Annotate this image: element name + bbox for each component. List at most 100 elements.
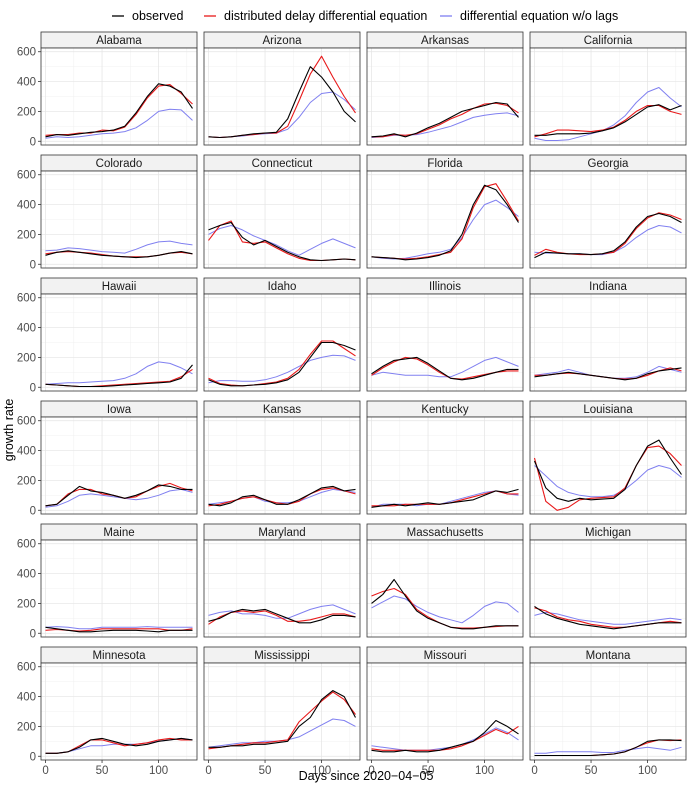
panel-massachusetts: Massachusetts — [366, 523, 524, 638]
y-axis-label: growth rate — [2, 399, 16, 462]
panel-indiana: Indiana — [529, 277, 687, 392]
y-tick-label: 400 — [17, 200, 36, 212]
panel-border — [529, 416, 687, 515]
series-line-obs — [534, 104, 682, 136]
panel-florida: Florida — [366, 154, 524, 269]
x-tick-label: 0 — [42, 765, 48, 777]
y-tick-label: 400 — [17, 323, 36, 335]
legend: observed distributed delay differential e… — [112, 9, 618, 23]
series-line-nolag — [45, 488, 193, 508]
y-tick-label: 200 — [17, 352, 36, 364]
x-tick-label: 100 — [149, 765, 168, 777]
series-line-obs — [533, 439, 682, 502]
legend-label-nolag: differential equation w/o lags — [460, 9, 618, 23]
panel-border — [203, 416, 361, 515]
series-line-obs — [45, 83, 193, 138]
panel-border — [529, 539, 687, 638]
series-line-obs — [45, 626, 193, 633]
panel-title: Georgia — [588, 158, 630, 170]
panel-border — [40, 416, 198, 515]
panel-title: Louisiana — [583, 404, 633, 416]
panel-title: Iowa — [107, 404, 132, 416]
y-tick-label: 600 — [17, 416, 36, 428]
y-tick-label: 0 — [30, 136, 36, 148]
panel-title: Arizona — [263, 35, 303, 47]
series-line-obs — [534, 367, 682, 381]
panel-georgia: Georgia — [529, 154, 687, 269]
panel-title: Mississippi — [254, 650, 310, 662]
series-line-nolag — [45, 361, 193, 385]
y-tick-label: 200 — [17, 721, 36, 733]
panel-title: Maine — [103, 527, 134, 539]
panel-title: Alabama — [96, 35, 142, 47]
series-line-nolag — [371, 595, 519, 624]
series-line-nolag — [45, 626, 193, 630]
series-line-obs — [371, 488, 519, 508]
panel-border — [366, 47, 524, 146]
y-tick-label: 400 — [17, 569, 36, 581]
panel-title: Michigan — [585, 527, 631, 539]
panel-title: Missouri — [424, 650, 467, 662]
panel-title: California — [584, 35, 633, 47]
panel-border — [529, 170, 687, 269]
y-tick-label: 200 — [17, 475, 36, 487]
y-tick-label: 0 — [30, 628, 36, 640]
y-tick-label: 0 — [30, 259, 36, 271]
y-tick-label: 200 — [17, 229, 36, 241]
y-tick-label: 600 — [17, 293, 36, 305]
series-line-obs — [534, 739, 682, 757]
panel-alabama: Alabama — [40, 31, 198, 146]
x-axis-label: Days since 2020−04−05 — [299, 769, 434, 783]
series-line-obs — [45, 737, 193, 754]
series-line-obs — [208, 485, 356, 507]
series-line-obs — [534, 605, 682, 630]
panel-border — [366, 416, 524, 515]
y-tick-label: 0 — [30, 751, 36, 763]
x-tick-label: 0 — [531, 765, 537, 777]
panel-montana: Montana — [529, 646, 687, 761]
series-line-obs — [208, 341, 356, 387]
panel-arkansas: Arkansas — [366, 31, 524, 146]
legend-label-obs: observed — [132, 9, 183, 23]
panel-iowa: Iowa — [40, 400, 198, 515]
y-tick-label: 600 — [17, 539, 36, 551]
panel-arizona: Arizona — [203, 31, 361, 146]
panel-minnesota: Minnesota — [40, 646, 198, 761]
panel-title: Massachusetts — [407, 527, 484, 539]
x-tick-label: 50 — [96, 765, 109, 777]
panel-mississippi: Mississippi — [203, 646, 361, 761]
panel-border — [529, 293, 687, 392]
y-tick-label: 400 — [17, 692, 36, 704]
series-line-obs — [534, 212, 682, 259]
series-line-nolag — [534, 611, 682, 625]
x-tick-label: 0 — [205, 765, 211, 777]
series-line-obs — [208, 66, 356, 139]
panel-border — [203, 662, 361, 761]
x-tick-label: 50 — [422, 765, 435, 777]
y-axes: 0 200 400 600 0 200 400 600 0 200 400 600 0 200 400 600… — [17, 47, 41, 763]
panel-border — [366, 293, 524, 392]
y-tick-label: 600 — [17, 662, 36, 674]
panel-idaho: Idaho — [203, 277, 361, 392]
x-tick-label: 50 — [585, 765, 598, 777]
panel-illinois: Illinois — [366, 277, 524, 392]
series-line-obs — [208, 690, 356, 748]
panel-border — [203, 539, 361, 638]
panel-title: Colorado — [96, 158, 143, 170]
panel-border — [203, 170, 361, 269]
y-tick-label: 600 — [17, 47, 36, 59]
series-line-obs — [371, 719, 519, 753]
y-tick-label: 0 — [30, 382, 36, 394]
y-tick-label: 0 — [30, 505, 36, 517]
panel-border — [366, 170, 524, 269]
panel-maine: Maine — [40, 523, 198, 638]
panel-title: Minnesota — [92, 650, 146, 662]
series-line-nolag — [534, 746, 682, 754]
series-line-nolag — [45, 108, 193, 139]
y-tick-label: 200 — [17, 598, 36, 610]
panel-missouri: Missouri — [366, 646, 524, 761]
panel-title: Connecticut — [252, 158, 314, 170]
series-line-nolag — [534, 87, 682, 141]
panel-kansas: Kansas — [203, 400, 361, 515]
